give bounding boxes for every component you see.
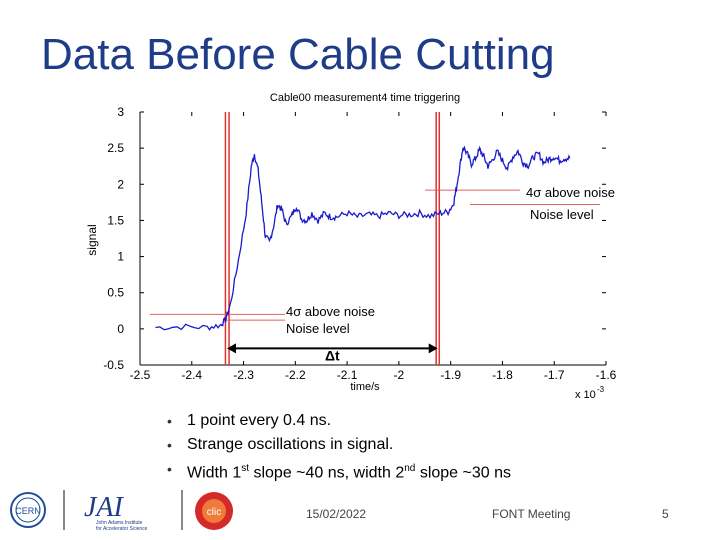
cern-logo: CERN (8, 490, 48, 530)
bullet-superscript: st (241, 463, 250, 474)
signal-series-line (155, 145, 571, 331)
y-tick-label: -0.5 (103, 358, 124, 372)
page-number: 5 (662, 507, 669, 521)
logo-divider (181, 490, 183, 530)
y-tick-label: 0.5 (107, 286, 124, 300)
x-tick-label: -2 (394, 368, 405, 382)
clic-logo-text: clic (207, 507, 221, 518)
x-tick-label: -2.5 (130, 368, 151, 382)
lower-noise-label: Noise level (286, 321, 350, 336)
lower-threshold-label: 4σ above noise (286, 304, 375, 319)
x-multiplier-label: x 10 (575, 389, 596, 401)
upper-noise-label: Noise level (530, 207, 594, 222)
x-tick-label: -1.6 (596, 368, 617, 382)
slide-title: Data Before Cable Cutting (41, 30, 555, 79)
y-axis-label: signal (85, 224, 99, 255)
y-tick-label: 3 (117, 105, 124, 119)
x-tick-label: -2.2 (285, 368, 306, 382)
bullet-item: • Strange oscillations in signal. (165, 433, 511, 457)
jai-logo-text: JAI (84, 492, 125, 523)
bullet-text: Strange oscillations in signal. (187, 436, 394, 453)
y-tick-label: 0 (117, 322, 124, 336)
x-axis-label: time/s (350, 381, 380, 393)
delta-t-arrow-left-icon (226, 343, 236, 354)
upper-threshold-label: 4σ above noise (526, 185, 615, 200)
y-tick-label: 1 (117, 250, 124, 264)
bullet-text: slope ~40 ns, width 2 (249, 464, 405, 482)
jai-logo-subtitle-2: for Accelerator Science (96, 526, 148, 532)
bullet-dot-icon: • (167, 461, 172, 477)
footer-meeting: FONT Meeting (492, 507, 571, 521)
x-multiplier-exponent: -3 (597, 385, 605, 394)
footer-date: 15/02/2022 (306, 507, 367, 521)
bullet-item: • 1 point every 0.4 ns. (165, 409, 511, 433)
bullet-text: Width 1 (187, 464, 242, 482)
bullet-dot-icon: • (167, 437, 172, 453)
x-tick-label: -2.1 (337, 368, 358, 382)
clic-logo: clic (193, 490, 235, 532)
bullet-text: slope ~30 ns (415, 464, 511, 482)
jai-logo-subtitle: John Adams Institute (96, 520, 143, 526)
bullet-item: • Width 1st slope ~40 ns, width 2nd slope… (165, 457, 511, 481)
x-tick-label: -2.4 (181, 368, 202, 382)
bullet-superscript: nd (404, 463, 416, 474)
y-tick-label: 2 (117, 177, 124, 191)
logo-divider (63, 490, 65, 530)
x-tick-label: -2.3 (233, 368, 254, 382)
bullet-list: • 1 point every 0.4 ns. • Strange oscillati… (165, 409, 511, 481)
y-tick-label: 1.5 (107, 213, 124, 227)
jai-logo: JAI John Adams Institute for Accelerator… (82, 488, 177, 532)
delta-t-arrow-right-icon (428, 343, 438, 354)
cern-logo-text: CERN (15, 506, 41, 516)
y-tick-label: 2.5 (107, 141, 124, 155)
x-tick-label: -1.7 (544, 368, 565, 382)
x-tick-label: -1.8 (492, 368, 513, 382)
x-tick-label: -1.9 (440, 368, 461, 382)
bullet-dot-icon: • (167, 413, 172, 429)
chart-title: Cable00 measurement4 time triggering (270, 92, 460, 104)
delta-t-label: Δt (325, 347, 340, 363)
bullet-text: 1 point every 0.4 ns. (187, 412, 332, 429)
